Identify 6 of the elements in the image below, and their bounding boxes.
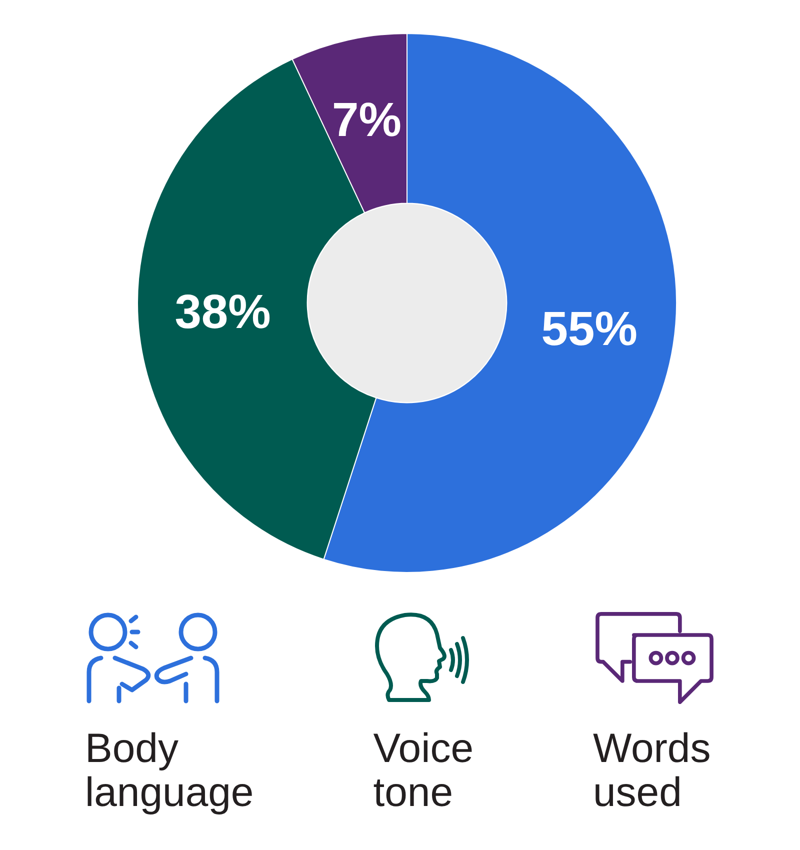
- legend-label: Words used: [592, 725, 711, 815]
- legend-label: Voice tone: [373, 725, 474, 815]
- data-label: 7%: [332, 94, 402, 148]
- data-label: 55%: [541, 303, 638, 356]
- legend-label: Body language: [85, 725, 254, 815]
- data-label: 38%: [174, 286, 271, 339]
